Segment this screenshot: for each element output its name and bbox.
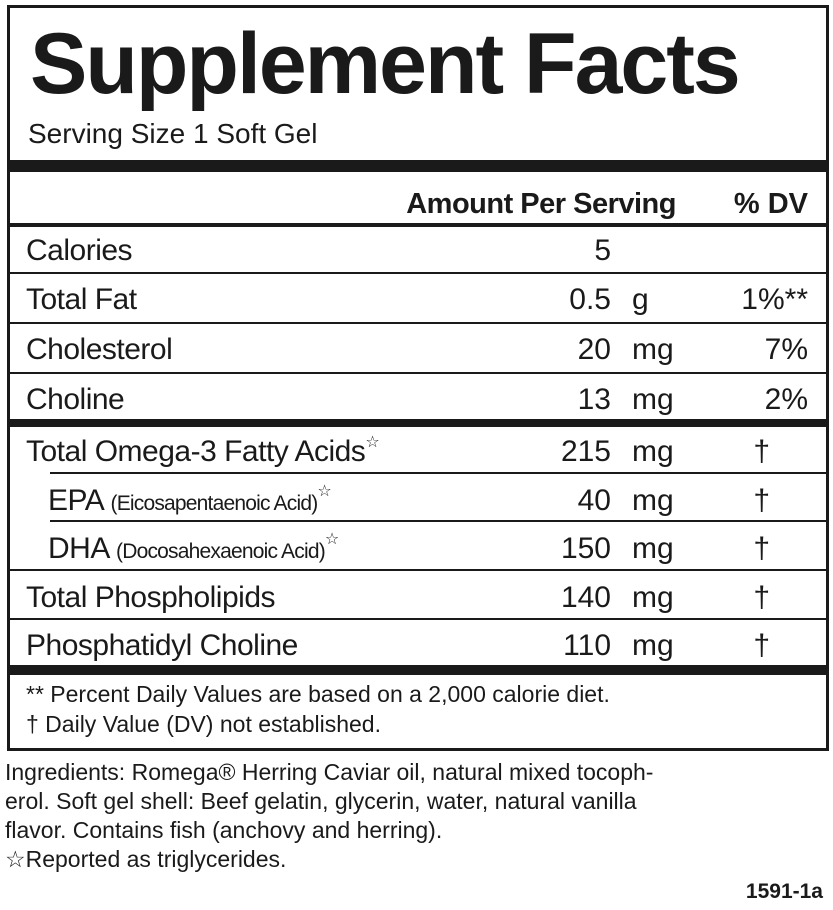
nutrient-row: Phosphatidyl Choline 110 mg †: [10, 622, 826, 670]
supplement-facts-panel: Supplement Facts Serving Size 1 Soft Gel…: [7, 5, 829, 751]
row-divider: [50, 520, 826, 522]
amount: 0.5: [569, 283, 611, 316]
daily-value: †: [753, 484, 770, 517]
nutrient-name: Choline: [26, 376, 125, 424]
nutrient-label: Total Omega-3 Fatty Acids: [26, 435, 366, 468]
amount: 150: [560, 532, 611, 565]
nutrient-label: Cholesterol: [26, 333, 173, 366]
nutrient-label: Calories: [26, 234, 133, 267]
daily-value: †: [753, 435, 770, 468]
unit: mg: [632, 383, 674, 416]
nutrient-row: Cholesterol 20 mg 7%: [10, 326, 826, 374]
nutrient-row: Total Phospholipids 140 mg †: [10, 574, 826, 622]
amount: 215: [560, 435, 611, 468]
unit: mg: [632, 435, 674, 468]
row-divider: [50, 472, 826, 474]
panel-title: Supplement Facts: [30, 16, 741, 112]
nutrient-row: Total Fat 0.5 g 1%**: [10, 276, 826, 324]
nutrient-name: DHA (Docosahexaenoic Acid)☆: [48, 525, 339, 576]
footnote: † Daily Value (DV) not established.: [26, 711, 381, 737]
unit: mg: [632, 532, 674, 565]
thick-divider: [10, 160, 826, 172]
nutrient-label: Choline: [26, 383, 125, 416]
nutrient-label: Total Phospholipids: [26, 581, 276, 614]
daily-value: †: [753, 532, 770, 565]
row-divider: [10, 618, 826, 620]
nutrient-label: Total Fat: [26, 283, 137, 316]
row-divider: [10, 419, 826, 427]
unit: mg: [632, 581, 674, 614]
row-divider: [10, 372, 826, 374]
amount: 140: [560, 581, 611, 614]
star-icon: ☆: [317, 483, 332, 500]
footnote: ** Percent Daily Values are based on a 2…: [26, 681, 610, 707]
nutrient-name: Total Omega-3 Fatty Acids☆: [26, 428, 380, 476]
nutrient-row: Calories 5: [10, 227, 826, 275]
amount: 13: [577, 383, 611, 416]
nutrient-label: DHA: [48, 532, 109, 565]
star-icon: ☆: [324, 531, 339, 548]
nutrient-name: Cholesterol: [26, 326, 173, 374]
ingredients: Ingredients: Romega® Herring Caviar oil,…: [5, 758, 825, 874]
star-icon: ☆: [365, 434, 380, 451]
nutrient-row: DHA (Docosahexaenoic Acid)☆ 150 mg †: [10, 525, 826, 573]
column-header: Amount Per Serving % DV: [10, 180, 826, 228]
amount: 20: [577, 333, 611, 366]
dv-header: % DV: [733, 188, 808, 220]
amount-header: Amount Per Serving: [406, 188, 676, 220]
nutrient-label: EPA: [48, 484, 103, 517]
amount: 40: [577, 484, 611, 517]
nutrient-name: Calories: [26, 227, 133, 275]
daily-value: 1%**: [741, 283, 808, 316]
ingredients-line: flavor. Contains fish (anchovy and herri…: [5, 817, 443, 843]
nutrient-name: Phosphatidyl Choline: [26, 622, 298, 670]
row-divider: [10, 322, 826, 324]
triglyceride-note: ☆Reported as triglycerides.: [5, 846, 287, 872]
row-divider: [10, 272, 826, 274]
nutrient-detail: (Eicosapentaenoic Acid): [110, 492, 319, 515]
nutrient-name: EPA (Eicosapentaenoic Acid)☆: [48, 477, 332, 528]
nutrient-row: Choline 13 mg 2%: [10, 376, 826, 424]
daily-value: 7%: [764, 333, 808, 366]
daily-value: †: [753, 581, 770, 614]
nutrient-name: Total Fat: [26, 276, 137, 324]
nutrient-name: Total Phospholipids: [26, 574, 276, 622]
ingredients-line: Ingredients: Romega® Herring Caviar oil,…: [5, 759, 654, 785]
unit: mg: [632, 333, 674, 366]
amount: 110: [563, 629, 611, 662]
amount: 5: [594, 234, 611, 267]
row-divider: [10, 223, 826, 227]
nutrient-row: Total Omega-3 Fatty Acids☆ 215 mg †: [10, 428, 826, 476]
nutrient-row: EPA (Eicosapentaenoic Acid)☆ 40 mg †: [10, 477, 826, 525]
daily-value: †: [753, 629, 770, 662]
daily-value: 2%: [764, 383, 808, 416]
ingredients-line: erol. Soft gel shell: Beef gelatin, glyc…: [5, 788, 637, 814]
unit: mg: [632, 629, 674, 662]
nutrient-detail: (Docosahexaenoic Acid): [116, 540, 326, 563]
product-code: 1591-1a: [745, 880, 823, 903]
nutrient-label: Phosphatidyl Choline: [26, 629, 298, 662]
unit: mg: [632, 484, 674, 517]
unit: g: [632, 283, 649, 316]
thick-divider: [10, 665, 826, 675]
row-divider: [10, 569, 826, 571]
serving-size: Serving Size 1 Soft Gel: [28, 118, 318, 149]
